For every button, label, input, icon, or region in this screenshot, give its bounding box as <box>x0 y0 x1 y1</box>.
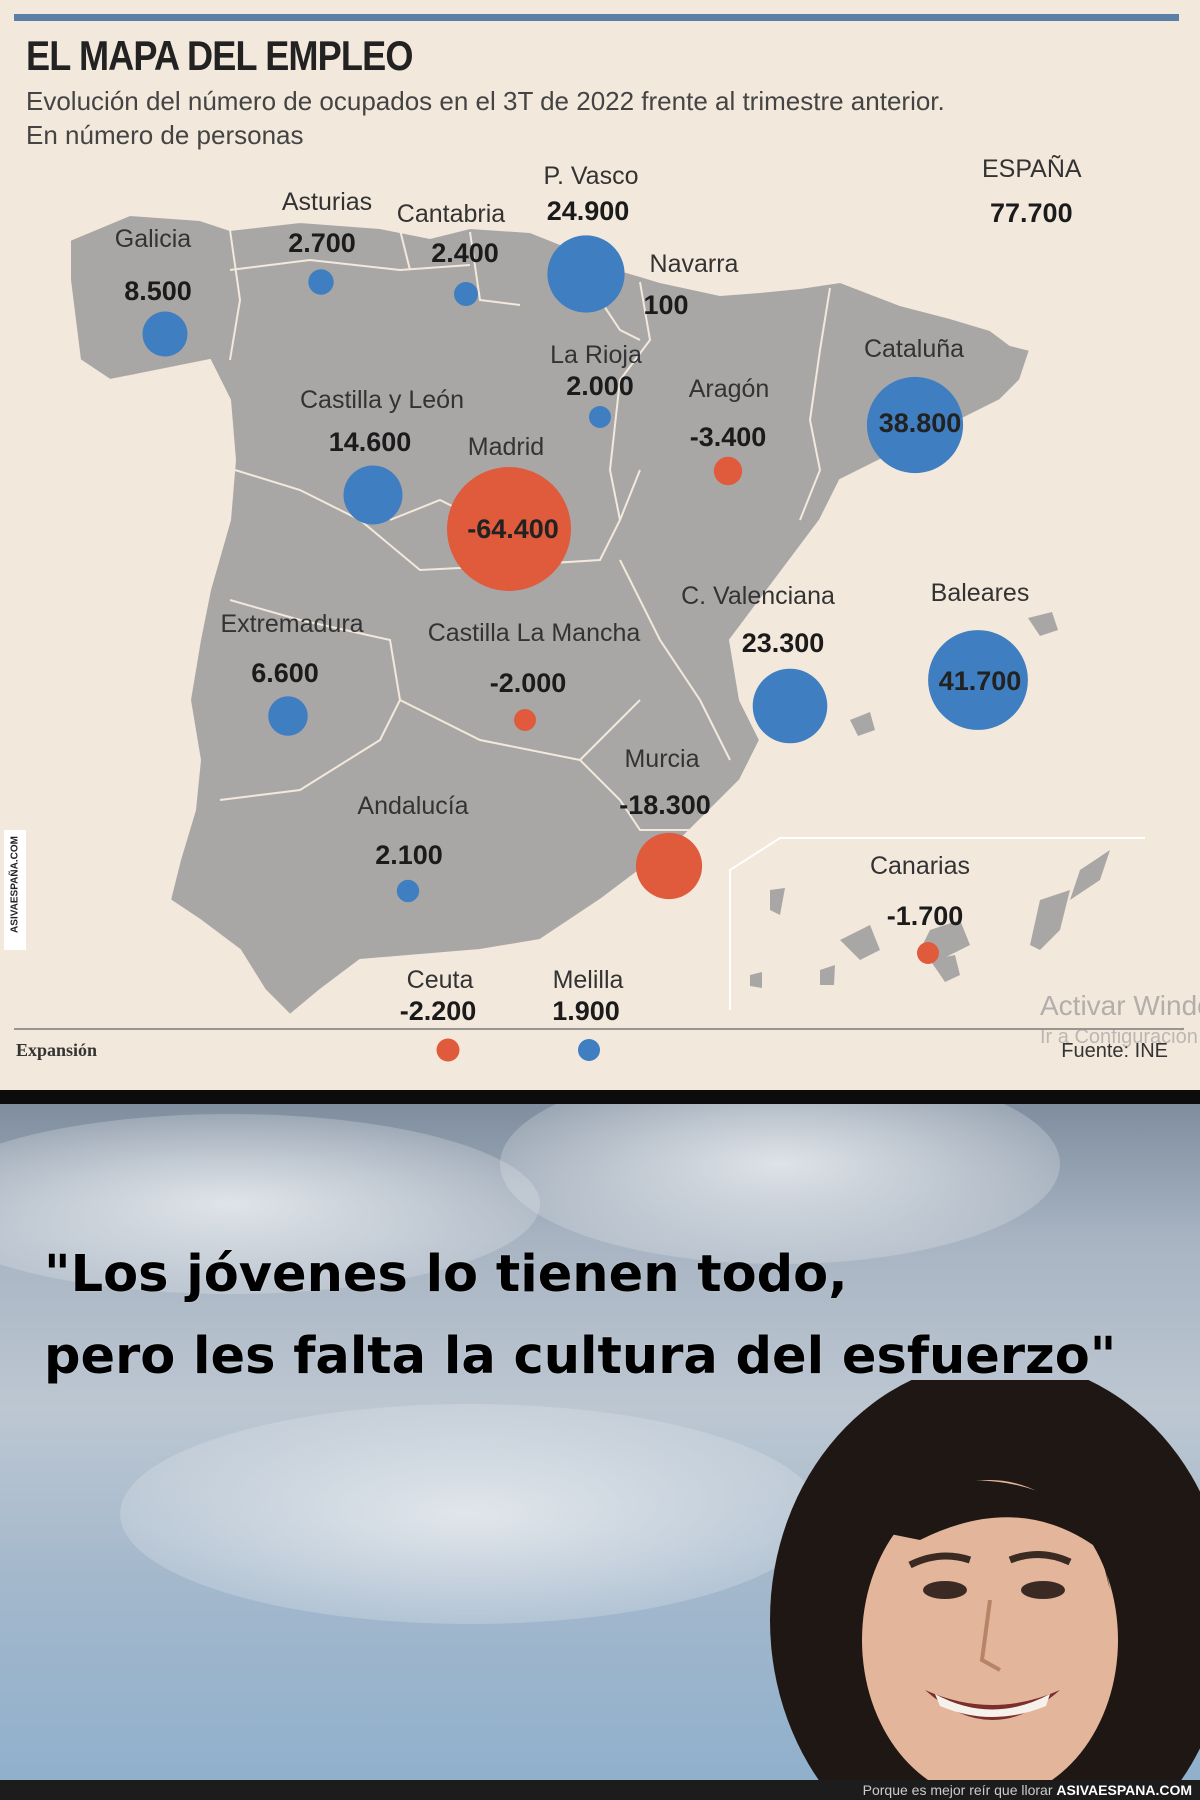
region-value-aragon: -3.400 <box>690 422 767 452</box>
employment-map-infographic: EL MAPA DEL EMPLEO Evolución del número … <box>0 0 1200 1090</box>
bubble-asturias <box>308 269 334 295</box>
bubble-madrid <box>447 467 571 591</box>
region-value-galicia: 8.500 <box>124 276 192 306</box>
windows-activation-watermark: Activar Windows <box>1040 990 1200 1021</box>
panel-divider <box>0 1090 1200 1104</box>
region-name-navarra: Navarra <box>650 250 739 278</box>
region-value-cataluna: 38.800 <box>879 408 962 438</box>
bubble-la-rioja <box>589 406 611 428</box>
bubble-andalucia <box>396 879 420 903</box>
region-value-navarra: 100 <box>643 290 688 320</box>
side-watermark: ASIVAESPAÑA.COM <box>4 830 26 950</box>
bubble-baleares <box>928 630 1028 730</box>
region-value-extremadura: 6.600 <box>251 658 319 688</box>
smiling-woman-portrait <box>770 1380 1200 1780</box>
bubble-cantabria <box>454 282 478 306</box>
region-value-cantabria: 2.400 <box>431 238 499 268</box>
bubble-melilla <box>578 1039 600 1061</box>
bubble-canarias <box>917 942 939 964</box>
region-value-ceuta: -2.200 <box>400 996 477 1026</box>
data-source: Fuente: INE <box>1061 1040 1168 1062</box>
footer-tagline: Porque es mejor reír que llorar ASIVAESP… <box>863 1782 1192 1798</box>
bubble-ceuta <box>436 1038 460 1062</box>
quote-line: "Los jóvenes lo tienen todo, <box>44 1245 848 1304</box>
region-value-p-vasco: 24.900 <box>547 196 630 226</box>
region-name-aragon: Aragón <box>689 375 770 403</box>
quote-line: pero les falta la cultura del esfuerzo" <box>44 1327 1117 1386</box>
region-name-castilla-la-mancha: Castilla La Mancha <box>428 619 641 647</box>
bubble-extremadura <box>268 696 308 736</box>
region-name-c-valenciana: C. Valenciana <box>681 582 835 610</box>
region-name-ceuta: Ceuta <box>407 966 474 994</box>
quote-text: "Los jóvenes lo tienen todo, pero les fa… <box>44 1234 1116 1398</box>
region-value-canarias: -1.700 <box>887 901 964 931</box>
footer-rule <box>14 1028 1184 1030</box>
top-accent-bar <box>14 14 1179 21</box>
region-borders <box>219 229 831 831</box>
region-name-canarias: Canarias <box>870 852 970 880</box>
bubble-murcia <box>635 832 703 900</box>
region-name-extremadura: Extremadura <box>220 610 363 638</box>
footer-site-name: ASIVAESPANA.COM <box>1056 1782 1192 1798</box>
region-name-andalucia: Andalucía <box>357 792 468 820</box>
region-name-cataluna: Cataluña <box>864 335 964 363</box>
region-value-la-rioja: 2.000 <box>566 371 634 401</box>
spain-map: Galicia 8.500 Asturias 2.700 Cantabria 2.400 P… <box>69 154 1145 1062</box>
mainland-spain-shape <box>69 213 1032 1017</box>
region-value-melilla: 1.900 <box>552 996 620 1026</box>
bubble-p-vasco <box>547 235 625 313</box>
quote-panel: "Los jóvenes lo tienen todo, pero les fa… <box>0 1104 1200 1780</box>
region-name-p-vasco: P. Vasco <box>544 162 639 190</box>
national-label: ESPAÑA <box>982 154 1082 183</box>
region-value-c-valenciana: 23.300 <box>742 628 825 658</box>
sky-cloud <box>0 1114 540 1294</box>
region-name-castilla-y-leon: Castilla y León <box>300 386 464 414</box>
region-name-galicia: Galicia <box>115 225 192 253</box>
infographic-subtitle: Evolución del número de ocupados en el 3… <box>26 86 945 116</box>
region-value-baleares: 41.700 <box>939 666 1022 696</box>
bubble-aragon <box>713 456 743 486</box>
region-name-madrid: Madrid <box>468 433 544 461</box>
national-value: 77.700 <box>990 198 1073 228</box>
region-name-murcia: Murcia <box>624 745 699 773</box>
region-value-andalucia: 2.100 <box>375 840 443 870</box>
site-footer: Porque es mejor reír que llorar ASIVAESP… <box>0 1780 1200 1800</box>
region-value-asturias: 2.700 <box>288 228 356 258</box>
bubble-castilla-y-leon <box>343 465 403 525</box>
region-name-cantabria: Cantabria <box>397 200 505 228</box>
sky-cloud <box>500 1104 1060 1264</box>
region-name-baleares: Baleares <box>931 579 1030 607</box>
bubble-c-valenciana <box>752 668 828 744</box>
region-name-la-rioja: La Rioja <box>550 341 642 369</box>
publisher-brand: Expansión <box>16 1040 98 1060</box>
bubble-cataluna <box>866 376 964 474</box>
region-value-murcia: -18.300 <box>619 790 711 820</box>
sky-cloud <box>120 1404 820 1624</box>
region-value-madrid: -64.400 <box>467 514 559 544</box>
infographic-title: EL MAPA DEL EMPLEO <box>26 32 413 79</box>
region-labels: Galicia 8.500 Asturias 2.700 Cantabria 2.400 P… <box>115 162 1030 1026</box>
region-name-asturias: Asturias <box>282 188 372 216</box>
region-value-castilla-la-mancha: -2.000 <box>490 668 567 698</box>
bubble-castilla-la-mancha <box>514 709 536 731</box>
region-name-melilla: Melilla <box>553 966 624 994</box>
windows-settings-watermark: Ir a Configuración <box>1040 1026 1198 1048</box>
region-bubbles <box>142 235 1028 1062</box>
footer-tagline-text: Porque es mejor reír que llorar <box>862 1782 1053 1798</box>
region-value-castilla-y-leon: 14.600 <box>329 427 412 457</box>
bubble-galicia <box>142 311 188 357</box>
canary-islands-inset <box>729 837 1145 1010</box>
infographic-subtitle-units: En número de personas <box>26 120 304 150</box>
